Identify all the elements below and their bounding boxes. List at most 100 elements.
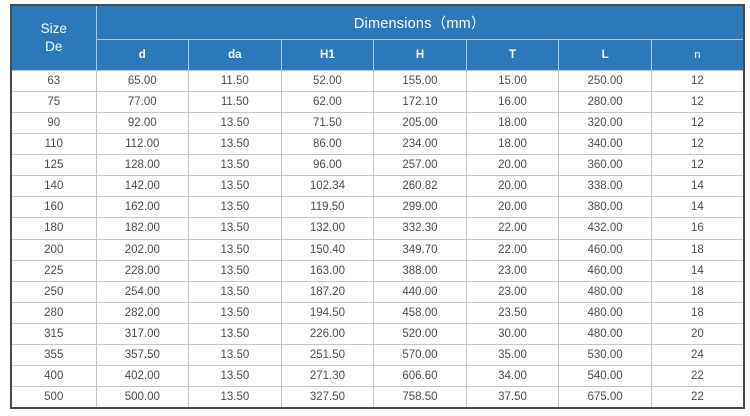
value-cell: 12 [650, 90, 745, 113]
value-cell: 14 [650, 259, 745, 282]
value-cell: 388.00 [373, 259, 467, 282]
value-cell: 332.30 [373, 217, 467, 240]
value-cell: 23.00 [465, 280, 560, 303]
size-cell: 200 [10, 238, 97, 261]
value-cell: 357.50 [95, 344, 190, 367]
value-cell: 22.00 [465, 238, 560, 261]
value-cell: 13.50 [188, 132, 282, 156]
value-cell: 142.00 [95, 175, 190, 198]
value-cell: 22 [650, 365, 745, 388]
value-cell: 13.50 [188, 196, 282, 219]
value-cell: 480.00 [558, 301, 652, 325]
value-cell: 13.50 [188, 322, 282, 346]
table-row: 180 182.00 13.50 132.00 332.30 22.00 432.00 16 [10, 217, 745, 240]
size-cell: 63 [10, 69, 97, 92]
table-row: 500 500.00 13.50 327.50 758.50 37.50 675.00 22 [10, 386, 745, 409]
size-cell: 90 [10, 111, 97, 134]
value-cell: 402.00 [95, 365, 190, 388]
column-header-da: da [188, 38, 282, 71]
value-cell: 16.00 [465, 90, 560, 113]
value-cell: 155.00 [373, 69, 467, 92]
value-cell: 327.50 [280, 386, 375, 409]
value-cell: 172.10 [373, 90, 467, 113]
value-cell: 15.00 [465, 69, 560, 92]
value-cell: 758.50 [373, 386, 467, 409]
value-cell: 30.00 [465, 322, 560, 346]
table-row: 225 228.00 13.50 163.00 388.00 23.00 460.00 14 [10, 259, 745, 282]
value-cell: 13.50 [188, 280, 282, 303]
table-header: Size De Dimensions（mm） d da H1 H T L n [10, 4, 745, 71]
value-cell: 92.00 [95, 111, 190, 134]
value-cell: 14 [650, 196, 745, 219]
value-cell: 530.00 [558, 344, 652, 367]
value-cell: 12 [650, 153, 745, 177]
value-cell: 280.00 [558, 90, 652, 113]
value-cell: 13.50 [188, 344, 282, 367]
value-cell: 34.00 [465, 365, 560, 388]
column-header-l: L [558, 38, 652, 71]
table-row: 90 92.00 13.50 71.50 205.00 18.00 320.00 12 [10, 111, 745, 134]
size-de-header: Size De [10, 4, 97, 71]
group-header-row: Size De Dimensions（mm） [10, 4, 745, 71]
size-cell: 250 [10, 280, 97, 303]
value-cell: 35.00 [465, 344, 560, 367]
value-cell: 13.50 [188, 259, 282, 282]
value-cell: 432.00 [558, 217, 652, 240]
value-cell: 226.00 [280, 322, 375, 346]
value-cell: 77.00 [95, 90, 190, 113]
value-cell: 96.00 [280, 153, 375, 177]
value-cell: 16 [650, 217, 745, 240]
value-cell: 12 [650, 132, 745, 156]
value-cell: 13.50 [188, 365, 282, 388]
value-cell: 228.00 [95, 259, 190, 282]
size-cell: 225 [10, 259, 97, 282]
size-label: Size [40, 20, 67, 36]
value-cell: 13.50 [188, 217, 282, 240]
column-header-h1: H1 [280, 38, 375, 71]
value-cell: 18.00 [465, 111, 560, 134]
value-cell: 128.00 [95, 153, 190, 177]
value-cell: 380.00 [558, 196, 652, 219]
value-cell: 460.00 [558, 238, 652, 261]
value-cell: 11.50 [188, 90, 282, 113]
value-cell: 299.00 [373, 196, 467, 219]
size-cell: 315 [10, 322, 97, 346]
value-cell: 12 [650, 69, 745, 92]
table-row: 160 162.00 13.50 119.50 299.00 20.00 380.00 14 [10, 196, 745, 219]
value-cell: 13.50 [188, 386, 282, 409]
value-cell: 570.00 [373, 344, 467, 367]
table-row: 315 317.00 13.50 226.00 520.00 30.00 480.00 20 [10, 322, 745, 346]
value-cell: 250.00 [558, 69, 652, 92]
value-cell: 150.40 [280, 238, 375, 261]
size-cell: 75 [10, 90, 97, 113]
column-header-row: d da H1 H T L n [11, 38, 745, 71]
value-cell: 37.50 [465, 386, 560, 409]
value-cell: 349.70 [373, 238, 467, 261]
value-cell: 13.50 [188, 153, 282, 177]
value-cell: 18 [650, 280, 745, 303]
table-row: 355 357.50 13.50 251.50 570.00 35.00 530.00 24 [10, 344, 745, 367]
size-cell: 160 [10, 196, 97, 219]
value-cell: 163.00 [280, 259, 375, 282]
value-cell: 71.50 [280, 111, 375, 134]
value-cell: 182.00 [95, 217, 190, 240]
value-cell: 187.20 [280, 280, 375, 303]
size-cell: 140 [10, 175, 97, 198]
value-cell: 65.00 [95, 69, 190, 92]
size-cell: 400 [10, 365, 97, 388]
value-cell: 119.50 [280, 196, 375, 219]
value-cell: 480.00 [558, 280, 652, 303]
value-cell: 205.00 [373, 111, 467, 134]
value-cell: 14 [650, 175, 745, 198]
value-cell: 540.00 [558, 365, 652, 388]
value-cell: 458.00 [373, 301, 467, 325]
value-cell: 194.50 [280, 301, 375, 325]
value-cell: 13.50 [188, 175, 282, 198]
value-cell: 317.00 [95, 322, 190, 346]
value-cell: 360.00 [558, 153, 652, 177]
value-cell: 260.82 [373, 175, 467, 198]
value-cell: 675.00 [558, 386, 652, 409]
value-cell: 20.00 [465, 196, 560, 219]
value-cell: 13.50 [188, 111, 282, 134]
